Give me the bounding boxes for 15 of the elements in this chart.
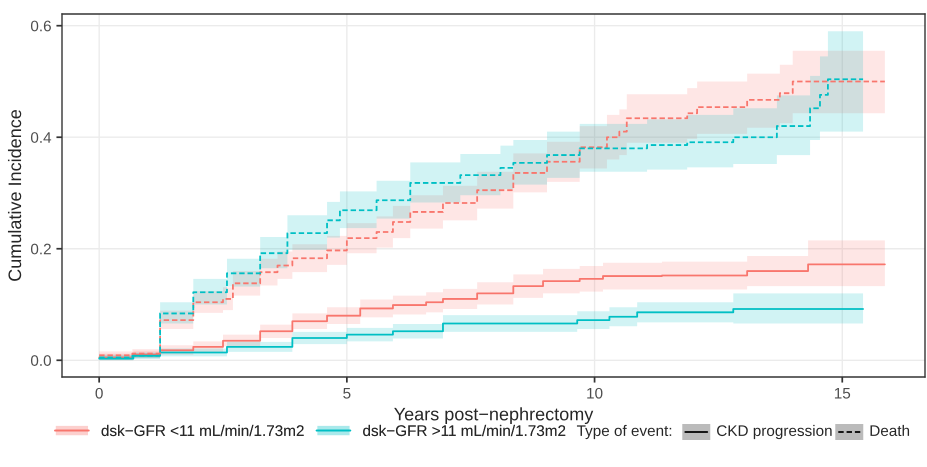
text: CKD progression: [717, 424, 832, 440]
x-tick-label: 10: [587, 388, 602, 399]
legend-label: dsk−GFR >11 mL/min/1.73m2: [363, 424, 566, 436]
text: Death: [870, 424, 910, 436]
y-tick-label: 0.2: [30, 244, 51, 254]
x-axis-title: Years post−nephrectomy: [394, 407, 594, 424]
x-tick-label: 15: [834, 388, 850, 399]
y-tick-label: 0.0: [30, 355, 51, 366]
legend-label: dsk−GFR <11 mL/min/1.73m2: [102, 424, 304, 436]
x-tick-label: 5: [343, 388, 350, 399]
y-axis-title: Cumulative Incidence: [8, 110, 22, 281]
y-tick-label: 0.4: [30, 132, 52, 143]
legend-title: Type of event:: [576, 424, 672, 440]
x-tick-label: 0: [96, 388, 103, 399]
y-tick-label: 0.6: [30, 20, 51, 32]
